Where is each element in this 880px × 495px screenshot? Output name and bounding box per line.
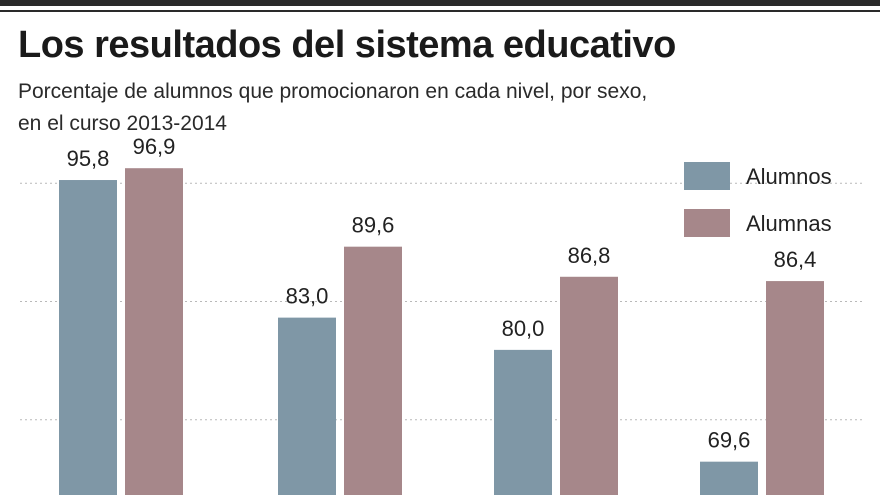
value-label-alumnos-0: 95,8	[67, 146, 110, 171]
value-label-alumnas-1: 89,6	[352, 213, 395, 238]
value-label-alumnas-3: 86,4	[774, 247, 817, 272]
bar-alumnas-2	[560, 276, 618, 495]
value-label-alumnos-1: 83,0	[286, 284, 329, 309]
legend: Alumnos Alumnas	[684, 162, 832, 237]
legend-swatch-alumnas	[684, 209, 730, 237]
chart-subtitle: Porcentaje de alumnos que promocionaron …	[18, 80, 648, 135]
bar-alumnos-1	[278, 317, 336, 495]
chart-title: Los resultados del sistema educativo	[18, 24, 676, 66]
bar-alumnas-3	[766, 281, 824, 495]
value-label-alumnos-3: 69,6	[708, 428, 751, 453]
header-rule-thick	[0, 0, 880, 6]
header-rule-thin	[0, 10, 880, 12]
legend-label-alumnos: Alumnos	[746, 164, 832, 189]
value-label-alumnas-0: 96,9	[133, 134, 176, 159]
bar-alumnos-0	[59, 180, 117, 495]
legend-label-alumnas: Alumnas	[746, 211, 832, 236]
bar-alumnos-3	[700, 461, 758, 495]
bar-alumnas-0	[125, 168, 183, 495]
bars	[59, 168, 824, 495]
bar-alumnas-1	[344, 246, 402, 495]
value-label-alumnas-2: 86,8	[568, 243, 611, 268]
legend-swatch-alumnos	[684, 162, 730, 190]
bar-alumnos-2	[494, 349, 552, 495]
value-labels: 95,8 83,0 80,0 69,6 96,9 89,6 86,8 86,4	[67, 134, 817, 452]
value-label-alumnos-2: 80,0	[502, 316, 545, 341]
